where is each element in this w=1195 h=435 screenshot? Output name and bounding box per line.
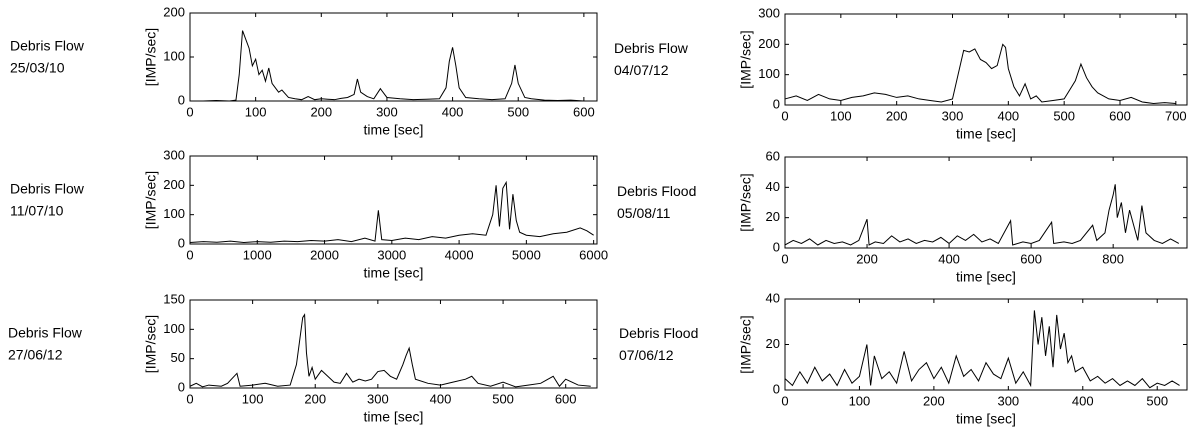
y-tick-label: 0: [178, 379, 185, 394]
x-tick-label: 700: [1165, 108, 1187, 123]
event-date: 07/06/12: [619, 347, 674, 363]
y-tick-label: 100: [758, 66, 780, 81]
y-tick-label: 200: [163, 177, 185, 192]
event-type: Debris Flood: [619, 325, 698, 341]
event-date: 05/08/11: [617, 205, 671, 221]
x-tick-label: 300: [942, 108, 964, 123]
y-tick-label: 0: [773, 96, 780, 111]
event-type: Debris Flow: [8, 325, 83, 341]
y-axis-label: [IMP/sec]: [738, 315, 754, 373]
series-line: [784, 310, 1180, 389]
x-tick-label: 800: [1102, 251, 1124, 266]
plot-frame: [189, 12, 598, 102]
x-axis-label: time [sec]: [364, 265, 424, 281]
y-tick-label: 100: [163, 206, 185, 221]
x-axis-label: time [sec]: [956, 269, 1016, 285]
x-tick-label: 600: [555, 391, 577, 406]
x-tick-label: 400: [1072, 393, 1094, 408]
y-axis-label: [IMP/sec]: [738, 173, 754, 231]
event-date: 25/03/10: [10, 60, 65, 76]
x-tick-label: 300: [376, 104, 398, 119]
x-tick-label: 0: [781, 393, 788, 408]
y-tick-label: 150: [163, 291, 185, 306]
event-type: Debris Flood: [617, 183, 696, 199]
x-axis-label: time [sec]: [364, 409, 424, 425]
series-line: [190, 30, 584, 102]
y-tick-label: 40: [766, 290, 780, 305]
y-tick-label: 60: [766, 148, 780, 163]
x-tick-label: 500: [492, 391, 514, 406]
x-tick-label: 500: [507, 104, 529, 119]
y-tick-label: 0: [773, 381, 780, 396]
x-tick-label: 600: [573, 104, 595, 119]
x-tick-label: 500: [1146, 393, 1168, 408]
x-tick-label: 0: [781, 108, 788, 123]
x-axis-label: time [sec]: [956, 411, 1016, 427]
x-tick-label: 2000: [310, 247, 339, 262]
y-tick-label: 50: [171, 350, 185, 365]
y-tick-label: 0: [773, 239, 780, 254]
x-tick-label: 200: [856, 251, 878, 266]
plot-frame: [189, 155, 598, 245]
x-tick-label: 400: [430, 391, 452, 406]
x-tick-label: 100: [242, 391, 264, 406]
x-tick-label: 200: [310, 104, 332, 119]
y-tick-label: 20: [766, 336, 780, 351]
y-tick-label: 20: [766, 209, 780, 224]
y-tick-label: 0: [178, 92, 185, 107]
y-tick-label: 100: [163, 321, 185, 336]
x-tick-label: 100: [830, 108, 852, 123]
x-tick-label: 0: [781, 251, 788, 266]
event-type: Debris Flow: [614, 40, 689, 56]
series-line: [784, 184, 1180, 246]
x-tick-label: 500: [1053, 108, 1075, 123]
x-tick-label: 200: [923, 393, 945, 408]
x-axis-label: time [sec]: [364, 122, 424, 138]
x-tick-label: 4000: [445, 247, 474, 262]
y-tick-label: 0: [178, 235, 185, 250]
series-line: [784, 43, 1176, 104]
x-tick-label: 600: [1109, 108, 1131, 123]
event-date: 27/06/12: [8, 347, 63, 363]
x-tick-label: 300: [997, 393, 1019, 408]
y-axis-label: [IMP/sec]: [143, 28, 159, 86]
x-tick-label: 6000: [579, 247, 608, 262]
y-tick-label: 300: [758, 5, 780, 20]
series-line: [189, 180, 594, 244]
x-tick-label: 400: [442, 104, 464, 119]
x-tick-label: 0: [186, 247, 193, 262]
x-tick-label: 3000: [377, 247, 406, 262]
y-axis-label: [IMP/sec]: [143, 171, 159, 229]
y-axis-label: [IMP/sec]: [143, 315, 159, 373]
plot-frame: [784, 13, 1188, 106]
x-tick-label: 400: [997, 108, 1019, 123]
x-tick-label: 0: [186, 391, 193, 406]
plot-frame: [189, 299, 598, 389]
x-tick-label: 200: [886, 108, 908, 123]
y-axis-label: [IMP/sec]: [738, 30, 754, 88]
x-tick-label: 400: [938, 251, 960, 266]
y-tick-label: 200: [758, 36, 780, 51]
y-tick-label: 200: [163, 4, 185, 19]
y-tick-label: 100: [163, 48, 185, 63]
y-tick-label: 40: [766, 179, 780, 194]
x-tick-label: 100: [245, 104, 267, 119]
series-line: [189, 313, 591, 388]
event-type: Debris Flow: [10, 181, 85, 197]
x-tick-label: 200: [304, 391, 326, 406]
x-tick-label: 300: [367, 391, 389, 406]
x-tick-label: 5000: [512, 247, 541, 262]
plot-frame: [784, 156, 1188, 249]
x-tick-label: 600: [1020, 251, 1042, 266]
x-axis-label: time [sec]: [956, 126, 1016, 142]
plot-frame: [784, 298, 1188, 391]
x-tick-label: 0: [186, 104, 193, 119]
x-tick-label: 1000: [243, 247, 272, 262]
event-date: 04/07/12: [614, 62, 669, 78]
x-tick-label: 100: [849, 393, 871, 408]
y-tick-label: 300: [163, 147, 185, 162]
event-type: Debris Flow: [10, 38, 85, 54]
event-date: 11/07/10: [10, 203, 64, 219]
